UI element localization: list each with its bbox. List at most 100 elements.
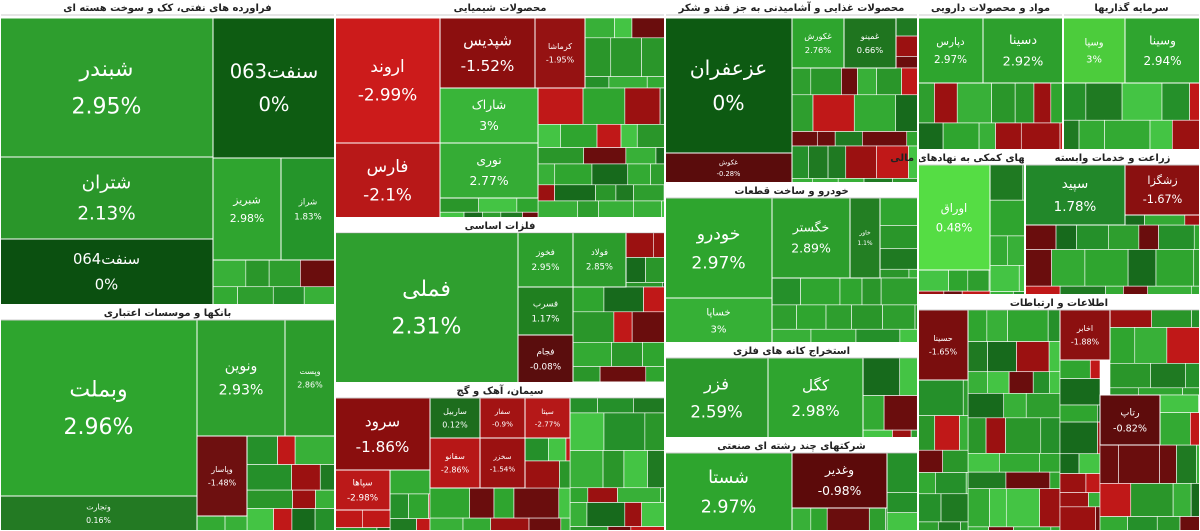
small-tile <box>986 309 1008 342</box>
small-tile <box>1185 363 1200 389</box>
tile-change: -2.86% <box>441 466 470 475</box>
sector-border <box>917 294 1200 531</box>
small-tile <box>524 437 549 462</box>
sector: فملی 2.31% فخوز 2.95% فولاد 2.85% فسرب 1.17% فجا… <box>334 217 666 384</box>
small-tile <box>1005 417 1042 454</box>
tile <box>791 452 888 509</box>
small-tile <box>641 37 666 77</box>
small-tile <box>862 429 893 439</box>
small-tile <box>620 124 638 148</box>
tile-change: -1.95% <box>546 56 575 65</box>
small-tile <box>572 286 605 313</box>
small-tile <box>1138 224 1159 250</box>
small-tile <box>524 460 560 489</box>
small-tile <box>876 145 909 179</box>
tile-name: عزعفران <box>690 56 768 80</box>
small-tile <box>942 449 969 473</box>
small-tile <box>224 515 248 531</box>
small-tile <box>901 67 919 96</box>
tile-change: 2.13% <box>77 204 135 225</box>
small-tile <box>857 67 877 96</box>
tile-change: 2.98% <box>791 402 839 420</box>
small-tile <box>1024 224 1057 250</box>
tile-name: غمینو <box>860 31 880 41</box>
small-tile <box>967 488 990 528</box>
small-tile <box>643 286 666 313</box>
small-tile <box>596 124 622 148</box>
tile <box>517 286 574 336</box>
tile <box>479 437 526 489</box>
small-tile <box>1149 119 1173 151</box>
small-tile <box>839 277 863 306</box>
small-tile <box>389 493 409 519</box>
tile-change: 2.92% <box>1003 55 1044 70</box>
small-tile <box>879 225 919 250</box>
tile-name: خودرو <box>696 224 741 244</box>
small-tile <box>810 328 857 344</box>
small-tile <box>791 507 812 531</box>
tile <box>196 319 286 437</box>
tile-name: شستا <box>708 468 749 488</box>
small-tile <box>1059 473 1087 493</box>
small-tile <box>1121 82 1163 121</box>
tile-name: نوری <box>476 153 501 168</box>
small-tile <box>653 231 666 258</box>
sector-title: بانکها و موسسات اعتباری <box>104 308 231 319</box>
small-tile <box>1124 214 1145 226</box>
small-tile <box>917 493 942 523</box>
small-tile <box>895 35 919 57</box>
small-tile <box>1156 516 1181 531</box>
small-tile <box>791 94 814 132</box>
small-tile <box>967 341 988 373</box>
tile-change: -1.48% <box>208 479 237 488</box>
sector: اوراق 0.48% فعالیتهای کمکی به نهادهای مالی <box>890 149 1053 296</box>
small-tile <box>995 122 1022 151</box>
small-tile <box>1062 82 1087 121</box>
small-tile <box>429 487 471 519</box>
small-tile <box>1089 359 1101 379</box>
tile-change: 1.78% <box>1054 200 1097 215</box>
tile <box>849 197 881 279</box>
tile <box>664 452 793 531</box>
small-tile <box>246 508 274 531</box>
small-tile <box>584 37 612 77</box>
small-tile <box>572 342 612 367</box>
tile-change: 2.77% <box>469 174 508 188</box>
small-tile <box>1099 516 1128 531</box>
tile-change: -2.1% <box>363 185 412 205</box>
tile-change: 2.95% <box>72 94 142 119</box>
tile <box>517 334 574 384</box>
small-tile <box>611 342 643 367</box>
small-tile <box>314 508 336 531</box>
tile <box>439 87 539 144</box>
small-tile <box>273 508 293 531</box>
small-tile <box>1085 82 1123 121</box>
sector-title: سیمان، آهک و گچ <box>457 384 544 397</box>
tile <box>479 397 526 439</box>
tile-change: 0% <box>712 91 744 115</box>
small-tile <box>1059 378 1101 406</box>
small-tile <box>1166 327 1200 364</box>
small-tile <box>855 328 901 344</box>
tile-change: -2.77% <box>535 419 561 428</box>
small-tile <box>965 472 969 495</box>
tile-name: کرماشا <box>548 42 572 51</box>
tile-name: سفار <box>494 407 510 416</box>
tile <box>664 357 769 439</box>
small-tile <box>892 429 912 439</box>
tile <box>664 197 773 299</box>
small-tile <box>245 259 270 288</box>
small-tile <box>1084 249 1129 287</box>
tile-name: سپید <box>1062 177 1088 192</box>
small-tile <box>967 471 1007 489</box>
tile-name: سرود <box>365 412 400 430</box>
tile-change: 3% <box>711 325 727 336</box>
small-tile <box>879 248 919 270</box>
small-tile <box>1049 371 1061 394</box>
small-tile <box>591 163 629 186</box>
sector-title: استخراج کانه های فلزی <box>733 346 850 357</box>
tile-change: 1.83% <box>294 212 321 222</box>
tile <box>917 309 969 381</box>
small-tile <box>624 87 661 125</box>
tile-change: 2.85% <box>586 262 613 272</box>
